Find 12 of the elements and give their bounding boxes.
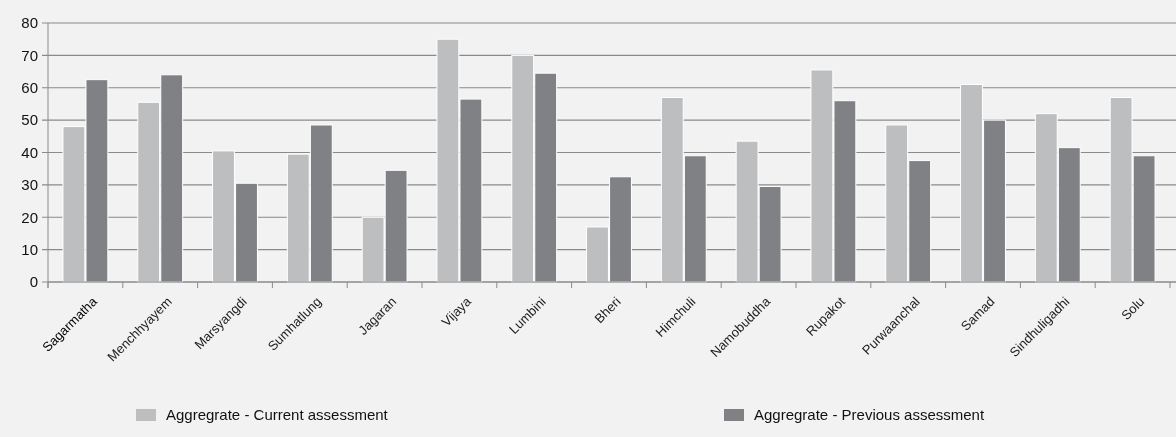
x-tick-label: Solu [1118, 293, 1148, 323]
legend-label: Aggregrate - Previous assessment [754, 406, 985, 424]
y-tick-label: 70 [21, 46, 38, 64]
y-tick-label: 0 [29, 273, 38, 291]
y-tick-label: 80 [21, 14, 38, 32]
y-tick-label: 50 [21, 111, 38, 129]
y-tick-label: 30 [21, 176, 38, 194]
y-tick-label: 10 [21, 240, 38, 258]
y-tick-label: 20 [21, 208, 38, 226]
y-tick-label: 40 [21, 143, 38, 161]
legend-label: Aggregrate - Current assessment [166, 406, 389, 424]
y-tick-label: 60 [21, 79, 38, 96]
